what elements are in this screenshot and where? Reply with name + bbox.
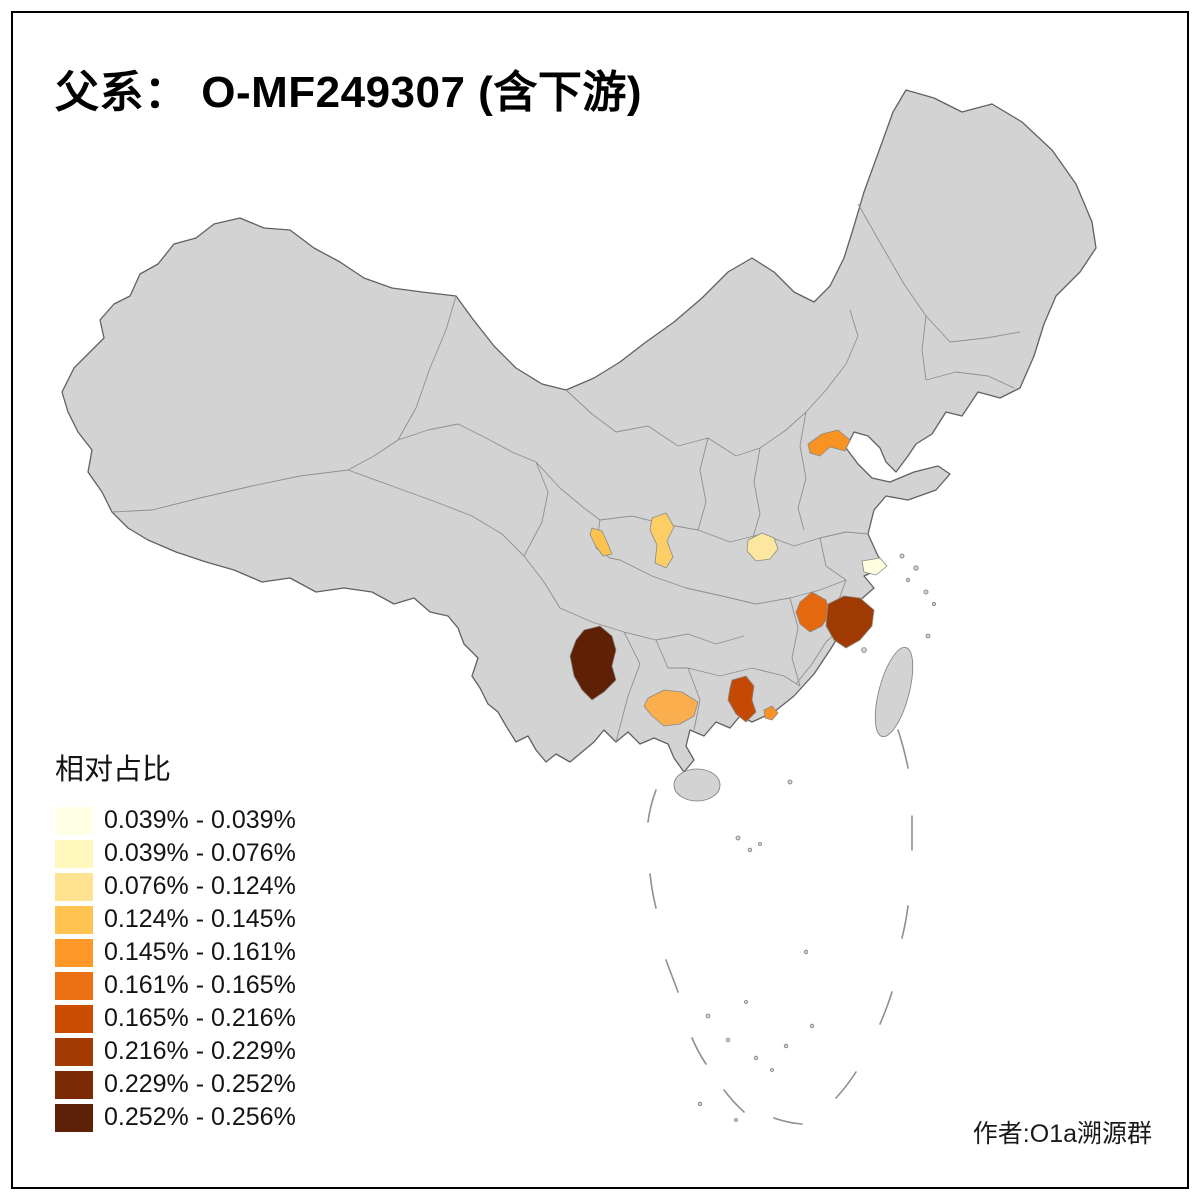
taiwan-island bbox=[874, 646, 914, 738]
legend-label: 0.252% - 0.256% bbox=[104, 1103, 296, 1131]
legend-row: 0.039% - 0.076% bbox=[55, 837, 296, 870]
legend-label: 0.039% - 0.076% bbox=[104, 839, 296, 867]
legend-row: 0.229% - 0.252% bbox=[55, 1068, 296, 1101]
legend-swatch bbox=[55, 938, 93, 967]
nine-dash-line bbox=[647, 729, 913, 1125]
figure-title: 父系： O-MF249307 (含下游) bbox=[55, 68, 642, 117]
region-hunan-east bbox=[795, 591, 831, 633]
legend-swatch bbox=[55, 839, 93, 868]
islands bbox=[673, 553, 937, 1122]
legend-label: 0.165% - 0.216% bbox=[104, 1004, 296, 1032]
legend-swatch bbox=[55, 1070, 93, 1099]
legend-swatch bbox=[55, 806, 93, 835]
legend-swatch bbox=[55, 1004, 93, 1033]
legend-row: 0.252% - 0.256% bbox=[55, 1101, 296, 1134]
legend-label: 0.039% - 0.039% bbox=[104, 806, 296, 834]
legend-swatch bbox=[55, 1103, 93, 1132]
region-henan-central bbox=[746, 532, 779, 562]
legend-row: 0.216% - 0.229% bbox=[55, 1035, 296, 1068]
legend-title: 相对占比 bbox=[55, 754, 172, 786]
author-credit: 作者:O1a溯源群 bbox=[972, 1120, 1152, 1148]
legend-row: 0.124% - 0.145% bbox=[55, 903, 296, 936]
region-guangdong-north bbox=[727, 675, 757, 723]
legend-label: 0.145% - 0.161% bbox=[104, 938, 296, 966]
legend-swatch bbox=[55, 971, 93, 1000]
legend: 相对占比 0.039% - 0.039% 0.039% - 0.076% 0.0… bbox=[55, 746, 296, 1134]
legend-row: 0.165% - 0.216% bbox=[55, 1002, 296, 1035]
region-guangdong-east-spot bbox=[763, 705, 779, 721]
legend-label: 0.229% - 0.252% bbox=[104, 1070, 296, 1098]
legend-label: 0.124% - 0.145% bbox=[104, 905, 296, 933]
region-shandong-west bbox=[807, 429, 851, 457]
legend-label: 0.216% - 0.229% bbox=[104, 1037, 296, 1065]
highlight-regions bbox=[569, 429, 888, 727]
region-shanghai bbox=[861, 557, 888, 576]
legend-entries: 0.039% - 0.039% 0.039% - 0.076% 0.076% -… bbox=[55, 804, 296, 1134]
legend-row: 0.161% - 0.165% bbox=[55, 969, 296, 1002]
legend-row: 0.039% - 0.039% bbox=[55, 804, 296, 837]
province-borders bbox=[111, 203, 1021, 743]
hainan-island bbox=[673, 768, 721, 802]
region-gansu-south-sliver bbox=[589, 527, 613, 557]
region-shaanxi-central-band bbox=[649, 512, 675, 569]
small-islands bbox=[697, 553, 937, 1122]
region-yunnan-central bbox=[569, 625, 617, 701]
legend-label: 0.161% - 0.165% bbox=[104, 971, 296, 999]
region-jiangxi bbox=[825, 595, 875, 649]
legend-label: 0.076% - 0.124% bbox=[104, 872, 296, 900]
legend-row: 0.076% - 0.124% bbox=[55, 870, 296, 903]
legend-swatch bbox=[55, 905, 93, 934]
legend-row: 0.145% - 0.161% bbox=[55, 936, 296, 969]
legend-swatch bbox=[55, 872, 93, 901]
region-guangxi-central bbox=[643, 689, 699, 727]
legend-swatch bbox=[55, 1037, 93, 1066]
